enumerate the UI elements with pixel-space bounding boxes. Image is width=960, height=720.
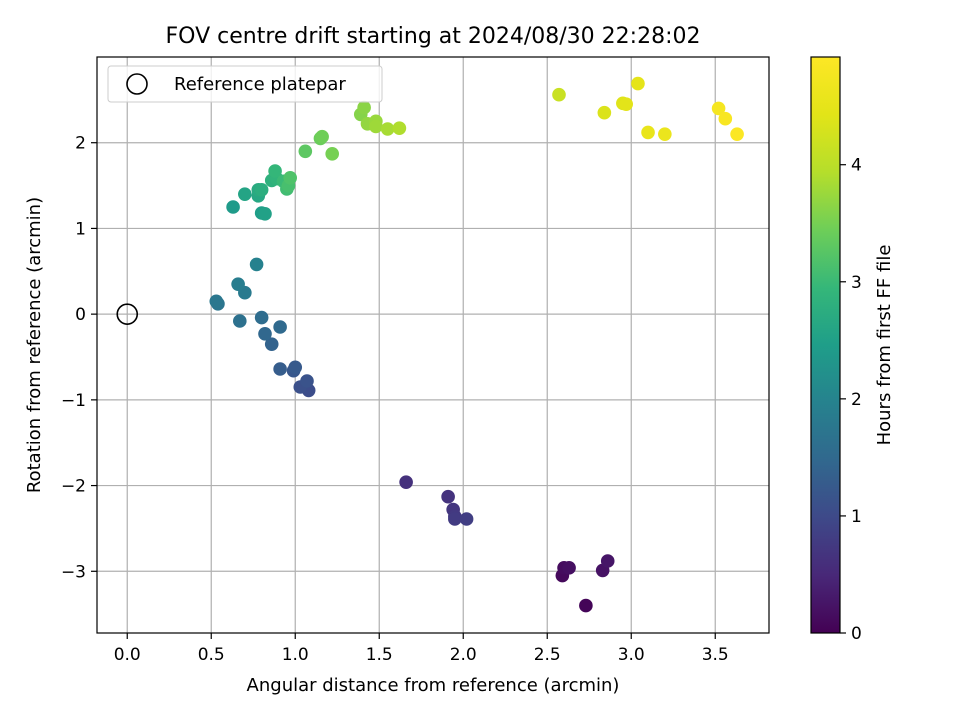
data-point [718, 111, 733, 126]
data-point [562, 561, 576, 575]
x-tick-label: 3.0 [618, 645, 645, 665]
grid-lines [97, 57, 769, 633]
y-axis-ticks: −3 −2 −1 0 1 2 [61, 134, 97, 582]
data-point [441, 489, 455, 504]
data-point [380, 122, 395, 136]
x-tick-label: 0.5 [198, 645, 225, 665]
x-tick-label: 1.5 [366, 645, 393, 665]
x-axis-ticks: 0.0 0.5 1.0 1.5 2.0 2.5 3.0 3.5 [114, 633, 729, 665]
data-point [254, 183, 269, 197]
legend-entry-label: Reference platepar [174, 74, 346, 95]
legend-box [107, 65, 383, 103]
y-tick-label: −1 [61, 391, 86, 411]
reference-platepar-marker [116, 303, 139, 325]
data-point [283, 171, 298, 185]
data-point [300, 374, 314, 388]
x-tick-label: 3.5 [702, 645, 729, 665]
data-point [459, 512, 474, 526]
x-tick-label: 1.0 [282, 645, 309, 665]
colorbar-ticks: 0 1 2 3 4 [840, 156, 862, 644]
data-points [209, 76, 744, 613]
y-tick-label: −2 [61, 477, 86, 497]
y-tick-label: 1 [75, 219, 86, 239]
data-point [268, 164, 282, 178]
data-point [238, 187, 252, 201]
data-point [369, 119, 383, 134]
colorbar-tick-label: 4 [851, 156, 862, 176]
data-point [619, 97, 633, 111]
data-point [448, 512, 462, 526]
data-point [258, 207, 272, 221]
data-point [392, 121, 407, 135]
data-point [579, 598, 593, 613]
x-tick-label: 2.5 [534, 645, 561, 665]
data-point [325, 147, 340, 161]
plot-frame [96, 56, 770, 634]
data-point [600, 554, 615, 568]
data-point [298, 144, 313, 159]
data-point [631, 76, 645, 91]
data-point [258, 327, 272, 341]
data-point [641, 125, 655, 140]
chart-title: FOV centre drift starting at 2024/08/30 … [166, 24, 701, 49]
y-axis-label: Rotation from reference (arcmin) [24, 197, 45, 493]
colorbar-tick-label: 0 [851, 624, 862, 644]
data-point [399, 475, 413, 489]
data-point [552, 87, 566, 102]
colorbar-tick-label: 1 [851, 507, 862, 527]
colorbar-gradient [810, 56, 841, 634]
y-tick-label: 0 [75, 305, 86, 325]
colorbar-tick-label: 2 [851, 390, 862, 410]
colorbar-tick-label: 3 [851, 273, 862, 293]
data-point [730, 127, 744, 141]
data-point [273, 320, 287, 334]
x-tick-label: 2.0 [450, 645, 477, 665]
colorbar-label: Hours from first FF file [874, 245, 895, 446]
data-point [288, 360, 303, 375]
data-point [357, 100, 371, 115]
data-point [273, 362, 287, 376]
data-point [209, 294, 224, 309]
y-tick-label: −3 [61, 562, 86, 582]
data-point [233, 314, 247, 328]
data-point [231, 277, 245, 291]
x-axis-label: Angular distance from reference (arcmin) [247, 675, 620, 696]
data-point [597, 105, 612, 120]
data-point [249, 257, 264, 272]
colorbar: 0 1 2 3 4 Hours from first FF file [810, 56, 895, 644]
y-tick-label: 2 [75, 134, 86, 154]
data-point [264, 337, 279, 351]
data-point [226, 200, 240, 214]
legend: Reference platepar [107, 65, 383, 103]
data-point [711, 101, 726, 116]
data-point [254, 310, 269, 325]
data-point [315, 129, 329, 144]
legend-marker [126, 73, 148, 95]
x-tick-label: 0.0 [114, 645, 141, 665]
data-point [658, 127, 672, 141]
